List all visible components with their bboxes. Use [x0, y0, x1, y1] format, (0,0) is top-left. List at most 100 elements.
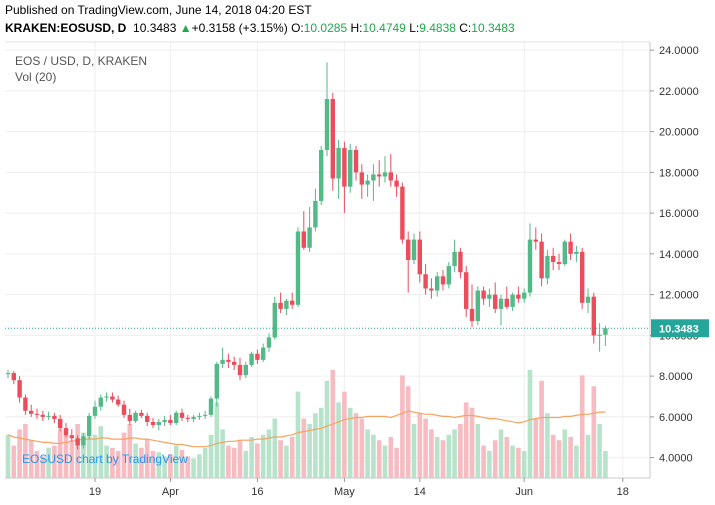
candle-body: [324, 99, 330, 150]
candle-body: [40, 414, 45, 417]
candle: [411, 233, 417, 265]
candle: [574, 245, 579, 263]
candle: [232, 356, 237, 371]
candle-body: [261, 347, 266, 360]
volume-bar: [533, 418, 539, 478]
candle: [272, 296, 277, 340]
candle-body: [417, 239, 422, 275]
candle-body: [34, 413, 40, 415]
candle: [330, 92, 335, 191]
candle: [139, 409, 144, 418]
volume-bar: [463, 402, 469, 478]
candle-body: [371, 174, 376, 181]
volume-bar: [57, 429, 63, 478]
candle: [249, 351, 254, 367]
volume-bar: [92, 434, 98, 478]
volume-bar: [446, 434, 452, 478]
volume-bar: [458, 424, 463, 478]
volume-bar: [272, 418, 278, 478]
candle: [98, 394, 103, 411]
candle: [185, 414, 190, 422]
candle-body: [342, 147, 347, 187]
candle-body: [191, 416, 196, 419]
close-label: C:: [459, 21, 472, 35]
candle-body: [330, 99, 335, 179]
candle-body: [17, 380, 22, 398]
volume-bar: [307, 424, 312, 478]
candle: [156, 418, 161, 431]
candle: [353, 145, 359, 181]
candle: [429, 278, 434, 299]
volume-bar: [504, 436, 510, 478]
candle-body: [522, 292, 527, 299]
candle-body: [121, 404, 127, 415]
candle: [116, 395, 121, 407]
candle: [348, 143, 353, 193]
candle-body: [382, 172, 388, 177]
candle-body: [301, 231, 306, 248]
volume-bar: [162, 456, 167, 478]
candle-body: [551, 255, 556, 263]
volume-bar: [597, 424, 602, 478]
volume-bar: [603, 451, 608, 478]
price-tick-label: 20.0000: [659, 127, 699, 139]
volume-bar: [243, 451, 249, 478]
candle: [40, 410, 45, 421]
candle: [464, 266, 469, 318]
current-price-badge: [651, 319, 709, 338]
candle: [527, 223, 533, 297]
candle: [191, 414, 196, 422]
current-price-label: 10.3483: [651, 319, 709, 338]
candle-body: [533, 239, 538, 242]
volume-ma-line: [7, 410, 606, 448]
low-value: 9.4838: [419, 21, 456, 35]
volume-bar: [266, 429, 272, 478]
price-tick-label: 8.0000: [659, 371, 693, 383]
candle: [533, 227, 538, 250]
volume-bar: [69, 440, 75, 478]
candle-body: [290, 300, 295, 305]
time-axis[interactable]: 19 Apr 16 May 14 Jun 18: [89, 478, 629, 498]
price-tick-label: 14.0000: [659, 249, 699, 261]
candle-body: [388, 172, 393, 181]
candle-body: [243, 364, 248, 376]
candle: [150, 417, 156, 429]
price-axis[interactable]: 4.00006.00008.000010.000012.000014.00001…: [650, 45, 699, 465]
volume-bar: [347, 407, 353, 478]
volume-bar: [545, 413, 550, 478]
volume-bar: [411, 424, 417, 478]
candle-body: [319, 149, 324, 201]
candle-body: [87, 415, 92, 437]
candle: [365, 174, 370, 197]
price-tick-label: 22.0000: [659, 86, 699, 98]
time-tick-label: May: [334, 486, 355, 498]
candle-body: [179, 412, 185, 418]
candle-body: [29, 410, 34, 414]
candle: [75, 435, 80, 450]
candle: [400, 182, 405, 244]
chart-grid: [5, 42, 650, 478]
volume-bar: [579, 375, 585, 478]
candle-body: [272, 302, 277, 338]
published-note: Published on TradingView.com, June 14, 2…: [5, 3, 312, 17]
volume-bar: [313, 413, 318, 478]
candle-body: [46, 415, 51, 417]
candle: [220, 347, 225, 368]
volume-bar: [365, 429, 370, 478]
candle-body: [139, 412, 144, 416]
candle-body: [168, 419, 173, 423]
candle-body: [435, 276, 440, 291]
volume-bar: [342, 391, 347, 478]
candle-body: [69, 435, 74, 439]
candle: [359, 164, 364, 199]
volume-bar: [231, 447, 237, 478]
price-change: +0.3158 (+3.15%): [191, 21, 288, 35]
volume-bar: [492, 440, 498, 478]
candle: [266, 333, 272, 352]
candle-body: [464, 272, 469, 309]
candle: [516, 286, 521, 303]
volume-bar: [98, 426, 104, 478]
candle: [475, 286, 480, 326]
price-tick-label: 12.0000: [659, 290, 699, 302]
